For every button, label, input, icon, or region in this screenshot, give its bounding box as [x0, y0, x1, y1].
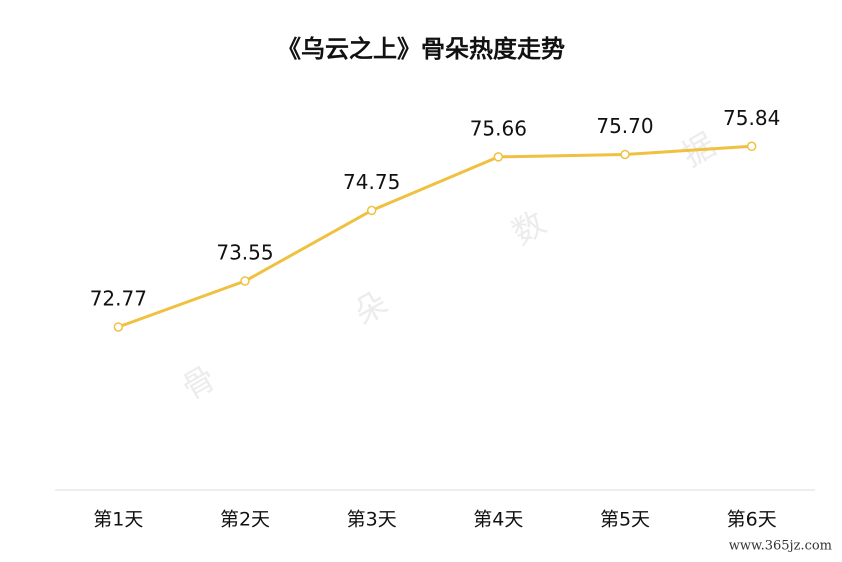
data-label: 75.66	[470, 116, 527, 140]
data-label: 72.77	[90, 286, 147, 310]
point	[620, 149, 630, 160]
point	[746, 141, 757, 152]
point	[240, 276, 250, 286]
source: www.365jz.com	[729, 539, 832, 554]
point	[113, 322, 124, 332]
line	[117, 144, 752, 329]
x-tick-label: 第2天	[220, 509, 270, 531]
chart-title: 《乌云之上》骨朵热度走势	[277, 35, 565, 63]
point	[493, 152, 504, 162]
x-tick-label: 第3天	[347, 509, 397, 531]
data-label: 74.75	[343, 170, 400, 194]
watermark: 朵	[347, 283, 394, 332]
data-label: 73.55	[216, 241, 273, 265]
x-tick-label: 第1天	[93, 509, 143, 531]
watermark: 数	[505, 203, 552, 252]
data-label: 75.84	[723, 106, 780, 130]
x-tick-label: 第5天	[600, 509, 650, 531]
x-tick-label: 第6天	[727, 509, 777, 531]
point	[366, 205, 377, 216]
watermark: 骨	[175, 358, 222, 407]
data-label: 75.70	[596, 114, 653, 138]
x-tick-label: 第4天	[473, 509, 523, 531]
